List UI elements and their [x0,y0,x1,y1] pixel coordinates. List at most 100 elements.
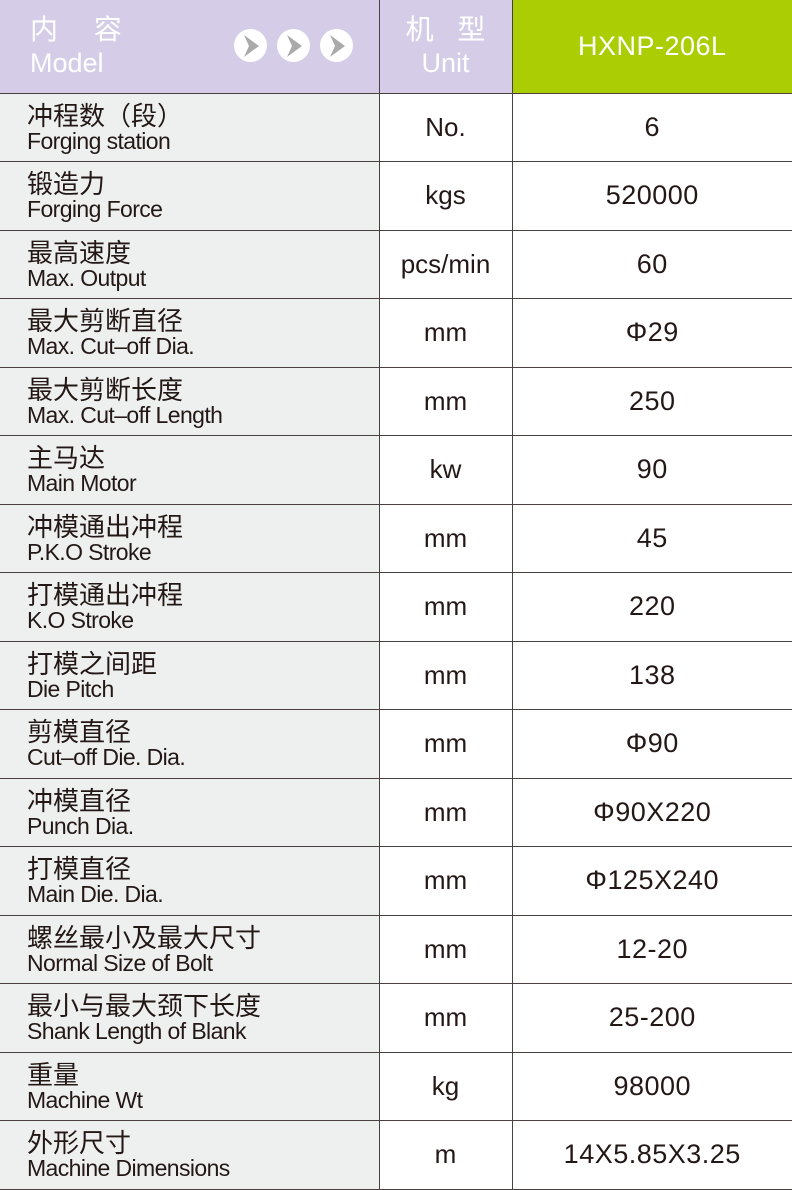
spec-value: Φ90 [511,709,792,779]
spec-name-cell: 打模之间距 Die Pitch [0,640,380,710]
header-unit-cell: 机 型 Unit [378,0,513,94]
spec-name-cn: 打模之间距 [27,648,158,679]
table-row: 重量 Machine Wt kg 98000 [0,1051,792,1121]
table-row: 最小与最大颈下长度 Shank Length of Blank mm 25-200 [0,983,792,1053]
table-row: 外形尺寸 Machine Dimensions m 14X5.85X3.25 [0,1120,792,1190]
spec-name-en: Max. Cut–off Dia. [27,333,195,360]
spec-name-cell: 最大剪断长度 Max. Cut–off Length [0,366,380,436]
spec-unit: pcs/min [378,229,513,299]
spec-unit: mm [378,777,513,847]
table-row: 冲程数（段） Forging station No. 6 [0,92,792,162]
spec-value: Φ29 [511,298,792,368]
spec-name-cn: 螺丝最小及最大尺寸 [27,922,262,953]
spec-name-cell: 最高速度 Max. Output [0,229,380,299]
spec-value: 520000 [511,161,792,231]
spec-name-cell: 最大剪断直径 Max. Cut–off Dia. [0,298,380,368]
spec-value: Φ90X220 [511,777,792,847]
spec-name-cell: 打模通出冲程 K.O Stroke [0,572,380,642]
spec-name-cn: 外形尺寸 [27,1128,132,1159]
chevron-right-icon [276,29,310,62]
table-row: 冲模直径 Punch Dia. mm Φ90X220 [0,777,792,847]
spec-unit: mm [378,572,513,642]
chevron-right-icon [319,29,353,62]
spec-name-cn: 重量 [27,1059,80,1090]
spec-name-cell: 螺丝最小及最大尺寸 Normal Size of Bolt [0,914,380,984]
header-unit-cn: 机 型 [405,14,494,46]
spec-name-cn: 主马达 [27,443,106,474]
spec-name-cn: 剪模直径 [27,717,132,748]
table-row: 打模通出冲程 K.O Stroke mm 220 [0,572,792,642]
spec-name-en: Cut–off Die. Dia. [27,744,186,771]
spec-name-en: K.O Stroke [27,607,134,634]
spec-name-en: Max. Cut–off Length [27,401,223,428]
spec-unit: kg [378,1051,513,1121]
spec-name-en: Normal Size of Bolt [27,949,213,976]
spec-name-en: Shank Length of Blank [27,1018,246,1045]
spec-unit: kgs [378,161,513,231]
spec-name-cell: 冲模直径 Punch Dia. [0,777,380,847]
header-row: 内 容 Model 机 型 Unit HXNP-206L [0,0,792,94]
arrows-decoration [233,29,353,62]
spec-value: 98000 [511,1051,792,1121]
spec-value: 25-200 [511,983,792,1053]
spec-unit: mm [378,640,513,710]
spec-value: 60 [511,229,792,299]
table-row: 冲模通出冲程 P.K.O Stroke mm 45 [0,503,792,573]
spec-name-en: Machine Wt [27,1086,143,1113]
spec-unit: mm [378,914,513,984]
spec-unit: mm [378,709,513,779]
spec-name-en: Forging Force [27,196,163,223]
table-row: 剪模直径 Cut–off Die. Dia. mm Φ90 [0,709,792,779]
header-content-cn: 内 容 [30,14,136,46]
spec-name-en: Forging station [27,127,171,154]
spec-unit: No. [378,92,513,162]
spec-value: 90 [511,435,792,505]
spec-unit: mm [378,983,513,1053]
spec-unit: mm [378,846,513,916]
spec-value: 12-20 [511,914,792,984]
spec-unit: kw [378,435,513,505]
spec-name-cell: 主马达 Main Motor [0,435,380,505]
header-content-en: Model [30,48,104,79]
spec-name-en: Punch Dia. [27,812,134,839]
spec-unit: mm [378,366,513,436]
chevron-right-icon [233,29,267,62]
spec-unit: mm [378,298,513,368]
spec-name-cell: 重量 Machine Wt [0,1051,380,1121]
spec-name-cn: 冲程数（段） [27,100,184,131]
spec-name-en: P.K.O Stroke [27,538,152,565]
table-row: 打模之间距 Die Pitch mm 138 [0,640,792,710]
spec-name-en: Die Pitch [27,675,114,702]
spec-name-cn: 最高速度 [27,237,132,268]
header-model-name: HXNP-206L [511,0,792,94]
spec-name-cell: 冲模通出冲程 P.K.O Stroke [0,503,380,573]
spec-name-cn: 最小与最大颈下长度 [27,991,262,1022]
spec-name-en: Main Die. Dia. [27,881,164,908]
spec-name-cell: 锻造力 Forging Force [0,161,380,231]
spec-value: 6 [511,92,792,162]
spec-name-cell: 剪模直径 Cut–off Die. Dia. [0,709,380,779]
table-row: 打模直径 Main Die. Dia. mm Φ125X240 [0,846,792,916]
spec-name-cn: 锻造力 [27,169,106,200]
spec-name-cell: 打模直径 Main Die. Dia. [0,846,380,916]
spec-unit: m [378,1120,513,1190]
header-unit-en: Unit [421,48,470,79]
spec-name-cn: 打模直径 [27,854,132,885]
table-row: 锻造力 Forging Force kgs 520000 [0,161,792,231]
spec-name-cell: 冲程数（段） Forging station [0,92,380,162]
spec-value: 250 [511,366,792,436]
spec-name-cn: 最大剪断直径 [27,306,184,337]
spec-value: 14X5.85X3.25 [511,1120,792,1190]
spec-name-cn: 冲模直径 [27,785,132,816]
spec-value: 220 [511,572,792,642]
spec-name-en: Max. Output [27,264,146,291]
spec-value: 138 [511,640,792,710]
spec-value: 45 [511,503,792,573]
header-model-cell: 内 容 Model [0,0,380,94]
table-row: 螺丝最小及最大尺寸 Normal Size of Bolt mm 12-20 [0,914,792,984]
spec-value: Φ125X240 [511,846,792,916]
table-row: 最高速度 Max. Output pcs/min 60 [0,229,792,299]
spec-name-en: Machine Dimensions [27,1155,230,1182]
spec-name-cn: 冲模通出冲程 [27,511,184,542]
